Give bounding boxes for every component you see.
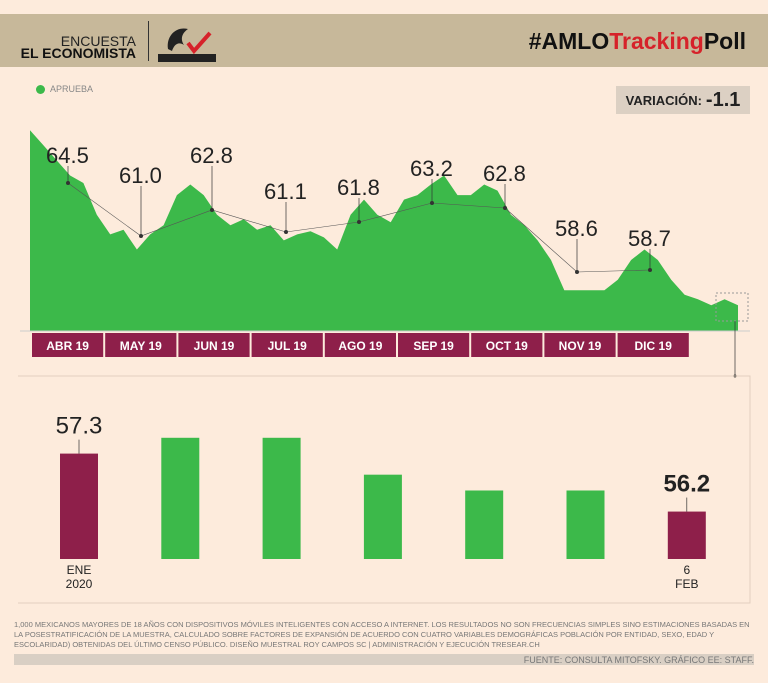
month-label: DIC 19 [635,339,673,353]
bar [161,437,200,559]
annotation-label: 58.7 [628,226,671,251]
title-part: #AMLO [528,28,610,54]
mitofsky-logo [158,28,216,62]
month-label: MAY 19 [120,339,162,353]
month-band [544,333,616,357]
bar-label: 57.3 [56,413,103,440]
variation-badge: VARIACIÓN: -1.1 [616,86,750,114]
source-bar [14,654,754,665]
month-band [398,333,470,357]
month-label: JUN 19 [194,339,235,353]
annotation-dot [284,230,288,234]
month-band [617,333,689,357]
legend: APRUEBA [36,84,93,94]
annotation-label: 58.6 [555,216,598,241]
month-label: JUL 19 [268,339,307,353]
bar-panel [18,375,751,604]
publisher-name: EL ECONOMISTA [20,45,136,61]
approval-area [30,130,738,331]
legend-label: APRUEBA [50,84,94,94]
annotation-label: 61.0 [119,163,162,188]
bar [667,511,706,559]
header-bar [0,14,768,67]
month-band [32,333,104,357]
annotation-label: 61.1 [264,179,307,204]
annotation-dot [210,208,214,212]
title-part: Tracking [609,28,704,54]
month-band [324,333,396,357]
bar-category: FEB [675,577,698,591]
bar [465,490,504,559]
survey-label: ENCUESTA [60,33,136,49]
annotation-label: 63.2 [410,156,453,181]
annotation-dot [430,201,434,205]
bar [566,490,605,559]
month-label: SEP 19 [413,339,454,353]
methodology-note: 1,000 MEXICANOS MAYORES DE 18 AÑOS CON D… [14,620,750,649]
variation-value: -1.1 [705,88,741,111]
annotation-dot [648,268,652,272]
title-part: Poll [703,28,746,54]
bar-category: 2020 [66,577,93,591]
legend-swatch [36,84,45,94]
month-band [105,333,177,357]
month-label: NOV 19 [559,339,602,353]
annotation-dot [66,181,70,185]
annotation-dot [503,206,507,210]
month-label: OCT 19 [486,339,528,353]
source-text: FUENTE: CONSULTA MITOFSKY. GRÁFICO EE: S… [523,655,754,665]
bar-label: 56.2 [663,471,710,498]
annotation-label: 61.8 [337,175,380,200]
variation-label: VARIACIÓN: [625,92,702,108]
bar [60,453,98,559]
divider [148,21,149,61]
bar [363,474,402,559]
bar-category: ENE [67,563,92,577]
annotation-dot [357,220,361,224]
annotation-dot [575,270,579,274]
annotation-label: 62.8 [483,161,526,186]
month-band [178,333,250,357]
annotation-label: 62.8 [190,143,233,168]
month-label: ABR 19 [46,339,89,353]
month-band [471,333,543,357]
month-band [251,333,323,357]
chart-title: #AMLOTrackingPoll [529,28,746,55]
zoom-box [715,292,749,322]
bar-category: 6 [683,563,690,577]
annotation-label: 64.5 [46,143,89,168]
annotation-dot [139,234,143,238]
month-label: AGO 19 [338,339,382,353]
bar [262,437,301,559]
